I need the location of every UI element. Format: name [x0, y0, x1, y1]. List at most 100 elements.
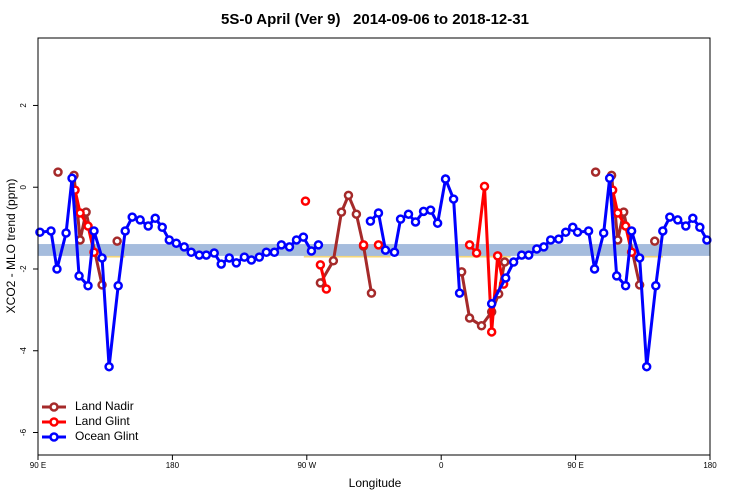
point	[604, 173, 615, 183]
point	[545, 235, 556, 245]
legend-label: Land Glint	[75, 414, 130, 428]
point	[598, 228, 609, 238]
point	[365, 216, 376, 226]
point	[641, 361, 652, 372]
x-tick-label: 90 W	[297, 461, 316, 470]
x-tick-label: 0	[439, 461, 444, 470]
point	[104, 361, 114, 372]
point	[261, 247, 272, 257]
point	[626, 226, 637, 236]
point	[343, 190, 354, 201]
point	[380, 245, 391, 255]
point	[410, 217, 421, 227]
point	[672, 215, 683, 225]
point	[479, 181, 490, 192]
point	[254, 252, 265, 262]
point	[471, 248, 482, 258]
point	[97, 253, 107, 263]
point	[373, 240, 384, 250]
point	[373, 208, 384, 218]
point	[620, 280, 631, 291]
legend-label: Ocean Glint	[75, 429, 139, 443]
point	[61, 228, 71, 238]
point	[46, 226, 56, 236]
point	[539, 242, 549, 252]
y-tick-label: -2	[19, 265, 28, 273]
point	[702, 235, 712, 245]
point	[464, 313, 475, 323]
legend-marker	[49, 432, 59, 442]
point	[164, 235, 175, 245]
point	[276, 240, 287, 250]
point	[681, 221, 691, 231]
point	[611, 271, 622, 281]
point	[231, 258, 242, 268]
point	[432, 218, 443, 228]
y-tick-label: -4	[19, 347, 28, 355]
point	[216, 259, 226, 269]
series-line	[39, 173, 709, 367]
point	[112, 236, 122, 246]
point	[201, 250, 212, 260]
point	[127, 212, 137, 222]
point	[476, 321, 487, 331]
point	[572, 227, 583, 237]
point	[620, 221, 631, 231]
point	[171, 238, 182, 248]
point	[83, 280, 93, 291]
point	[306, 246, 317, 256]
point	[454, 288, 465, 298]
point	[298, 232, 309, 242]
point	[589, 264, 600, 274]
point	[695, 222, 705, 233]
x-axis-label: Longitude	[349, 476, 402, 490]
point	[553, 234, 564, 244]
y-axis-label: XCO2 - MLO trend (ppm)	[4, 179, 18, 314]
point	[52, 264, 62, 274]
point	[336, 207, 347, 217]
point	[53, 167, 63, 177]
point	[321, 284, 332, 294]
point	[224, 253, 235, 263]
point	[523, 250, 534, 260]
point	[75, 208, 85, 218]
point	[486, 298, 497, 309]
legend-marker	[49, 402, 59, 412]
y-tick-label: 0	[19, 184, 28, 189]
legend-label: Land Nadir	[75, 399, 134, 413]
point	[186, 247, 196, 257]
point	[35, 227, 45, 237]
point	[83, 221, 93, 231]
point	[486, 327, 497, 337]
point	[649, 236, 660, 246]
point	[284, 242, 295, 252]
point	[67, 173, 77, 183]
point	[658, 226, 668, 236]
point	[179, 242, 189, 252]
point	[74, 271, 84, 281]
y-tick-label: -6	[19, 428, 28, 436]
point	[269, 247, 280, 257]
point	[366, 288, 377, 298]
point	[651, 280, 661, 291]
point	[634, 253, 645, 263]
point	[500, 273, 511, 283]
point	[209, 248, 219, 258]
plot-frame	[37, 37, 711, 456]
x-tick-label: 90 E	[30, 461, 46, 470]
point	[246, 255, 257, 265]
point	[688, 213, 698, 224]
point	[135, 215, 145, 225]
point	[157, 222, 167, 233]
point	[425, 205, 436, 215]
point	[300, 196, 311, 206]
x-tick-label: 180	[703, 461, 717, 470]
point	[499, 257, 510, 267]
band	[38, 244, 710, 256]
point	[113, 280, 123, 291]
legend-marker	[49, 417, 59, 427]
point	[89, 226, 99, 236]
y-tick-label: 2	[19, 103, 28, 108]
point	[590, 167, 601, 177]
x-tick-label: 90 E	[567, 461, 583, 470]
